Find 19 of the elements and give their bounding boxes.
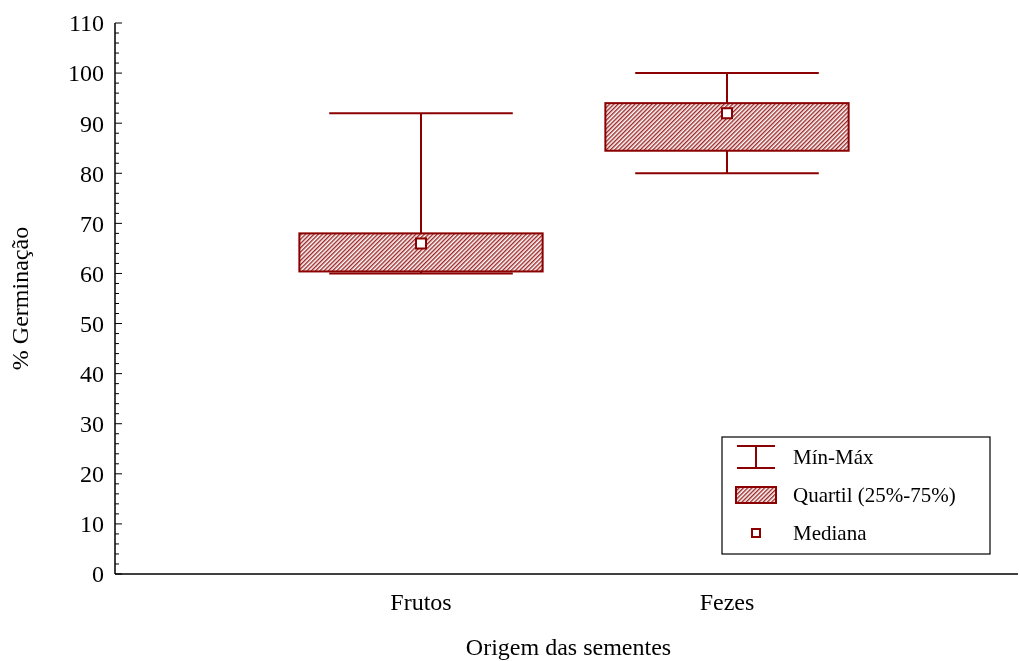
y-tick-label: 70 — [80, 210, 104, 237]
y-tick-label: 80 — [80, 160, 104, 187]
x-tick-label: Frutos — [390, 589, 452, 615]
y-tick-label: 60 — [80, 260, 104, 287]
annotation: Quartil (25%-75%) — [793, 483, 956, 508]
x-axis-title: Origem das sementes — [465, 634, 672, 660]
y-tick-label: 10 — [80, 511, 104, 538]
y-axis-title: % Germinação — [7, 226, 33, 371]
y-tick-label: 30 — [80, 411, 104, 438]
y-tick-label: 100 — [68, 60, 104, 87]
y-tick-label: 110 — [68, 10, 104, 37]
y-tick-label: 90 — [80, 110, 104, 137]
y-tick-label: 50 — [80, 310, 104, 337]
y-tick-label: 20 — [80, 461, 104, 488]
x-tick-label: Fezes — [699, 589, 755, 615]
annotation: Mín-Máx — [793, 445, 874, 470]
y-tick-label: 0 — [92, 561, 104, 588]
y-tick-label: 40 — [80, 361, 104, 388]
annotation: Mediana — [793, 521, 868, 546]
